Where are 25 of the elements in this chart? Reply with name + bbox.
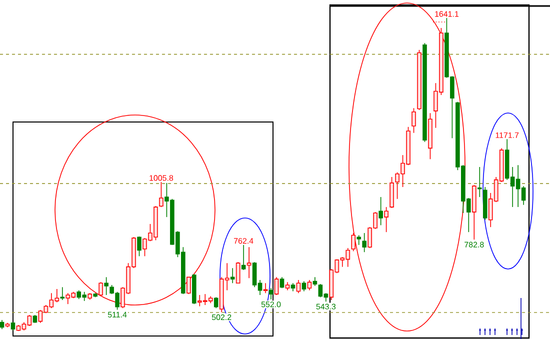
- candlestick: [296, 280, 301, 294]
- candlestick: [98, 282, 103, 297]
- candlestick: [230, 268, 235, 284]
- candlestick: [236, 262, 240, 284]
- candlestick: [137, 236, 142, 257]
- candlestick: [356, 234, 362, 246]
- candlestick: [477, 166, 482, 198]
- candlestick: [280, 276, 284, 289]
- candlestick: [302, 280, 306, 292]
- candlestick: [0, 320, 4, 330]
- candlestick: [241, 244, 246, 270]
- candlestick: [274, 276, 279, 296]
- candlestick: [186, 276, 191, 294]
- candlestick: [351, 232, 356, 252]
- candlestick: [307, 280, 312, 291]
- candlestick: [384, 206, 388, 232]
- candlestick: [268, 288, 274, 300]
- candlestick: [362, 232, 367, 253]
- candlestick: [104, 276, 108, 296]
- candlestick: [412, 108, 416, 134]
- candlestick: [214, 296, 218, 309]
- candlestick: [159, 182, 164, 208]
- candlestick: [60, 286, 65, 300]
- candlestick: [246, 246, 252, 278]
- candlestick: [378, 196, 383, 226]
